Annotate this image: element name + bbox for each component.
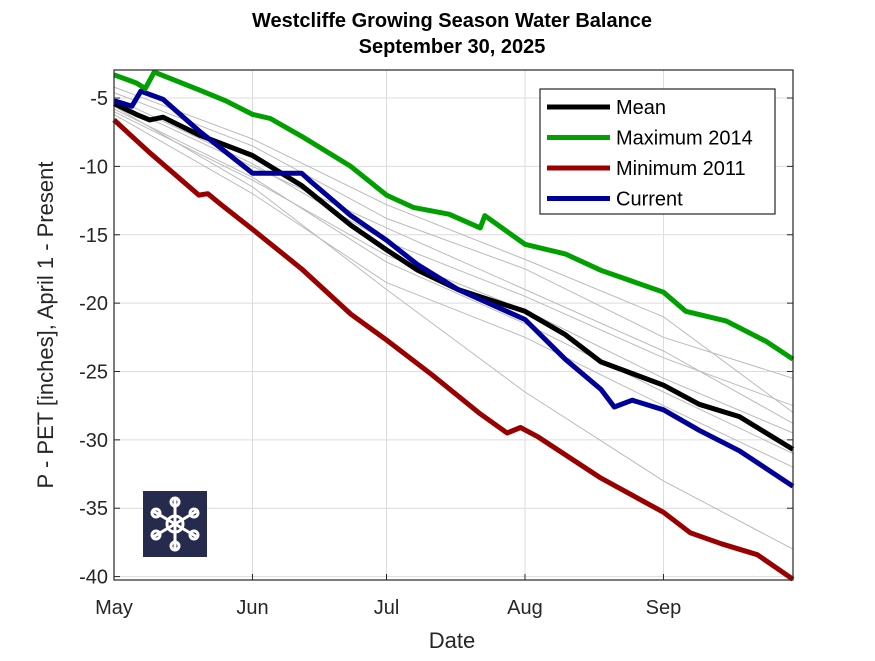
chart-subtitle: September 30, 2025 — [359, 36, 546, 58]
legend-label: Minimum 2011 — [616, 158, 746, 180]
y-axis-label: P - PET [inches], April 1 - Present — [33, 162, 58, 489]
legend-label: Current — [616, 189, 683, 211]
plot-frame — [113, 69, 794, 581]
y-tick-label: -35 — [79, 498, 108, 520]
historical-year-line — [113, 105, 794, 550]
series-line-maximum-2014 — [113, 69, 795, 362]
x-tick-label: Sep — [646, 597, 682, 619]
legend-label: Maximum 2014 — [616, 128, 753, 150]
legend-box — [539, 88, 776, 215]
series-lines — [112, 69, 795, 582]
x-tick-label: Jul — [374, 597, 400, 619]
x-axis-label: Date — [429, 628, 475, 653]
y-tick-label: -10 — [79, 156, 108, 178]
snowflake-logo — [143, 491, 207, 557]
historical-year-line — [113, 113, 794, 468]
y-tick-label: -40 — [79, 567, 108, 589]
tick-labels: -5 -10 -15 -20 -25 -30 -35 -40 May Jun Jul Aug Sep — [79, 88, 681, 619]
y-tick-label: -5 — [90, 88, 108, 110]
y-tick-label: -20 — [79, 293, 108, 315]
historical-year-line — [113, 111, 794, 434]
x-tick-label: Aug — [507, 597, 543, 619]
x-tick-label: Jun — [236, 597, 268, 619]
historical-year-line — [113, 92, 794, 379]
series-line-minimum-2011 — [112, 118, 795, 582]
y-tick-label: -25 — [79, 361, 108, 383]
historical-year-line — [113, 86, 794, 413]
y-tick-label: -15 — [79, 225, 108, 247]
series-line-current — [113, 88, 795, 489]
series-line-mean — [112, 101, 795, 452]
legend: Mean Maximum 2014 Minimum 2011 Current — [539, 88, 776, 215]
chart-title: Westcliffe Growing Season Water Balance — [252, 10, 652, 32]
x-tick-label: May — [95, 597, 133, 619]
legend-label: Mean — [616, 97, 666, 119]
y-tick-label: -30 — [79, 430, 108, 452]
historical-year-line — [113, 108, 794, 454]
